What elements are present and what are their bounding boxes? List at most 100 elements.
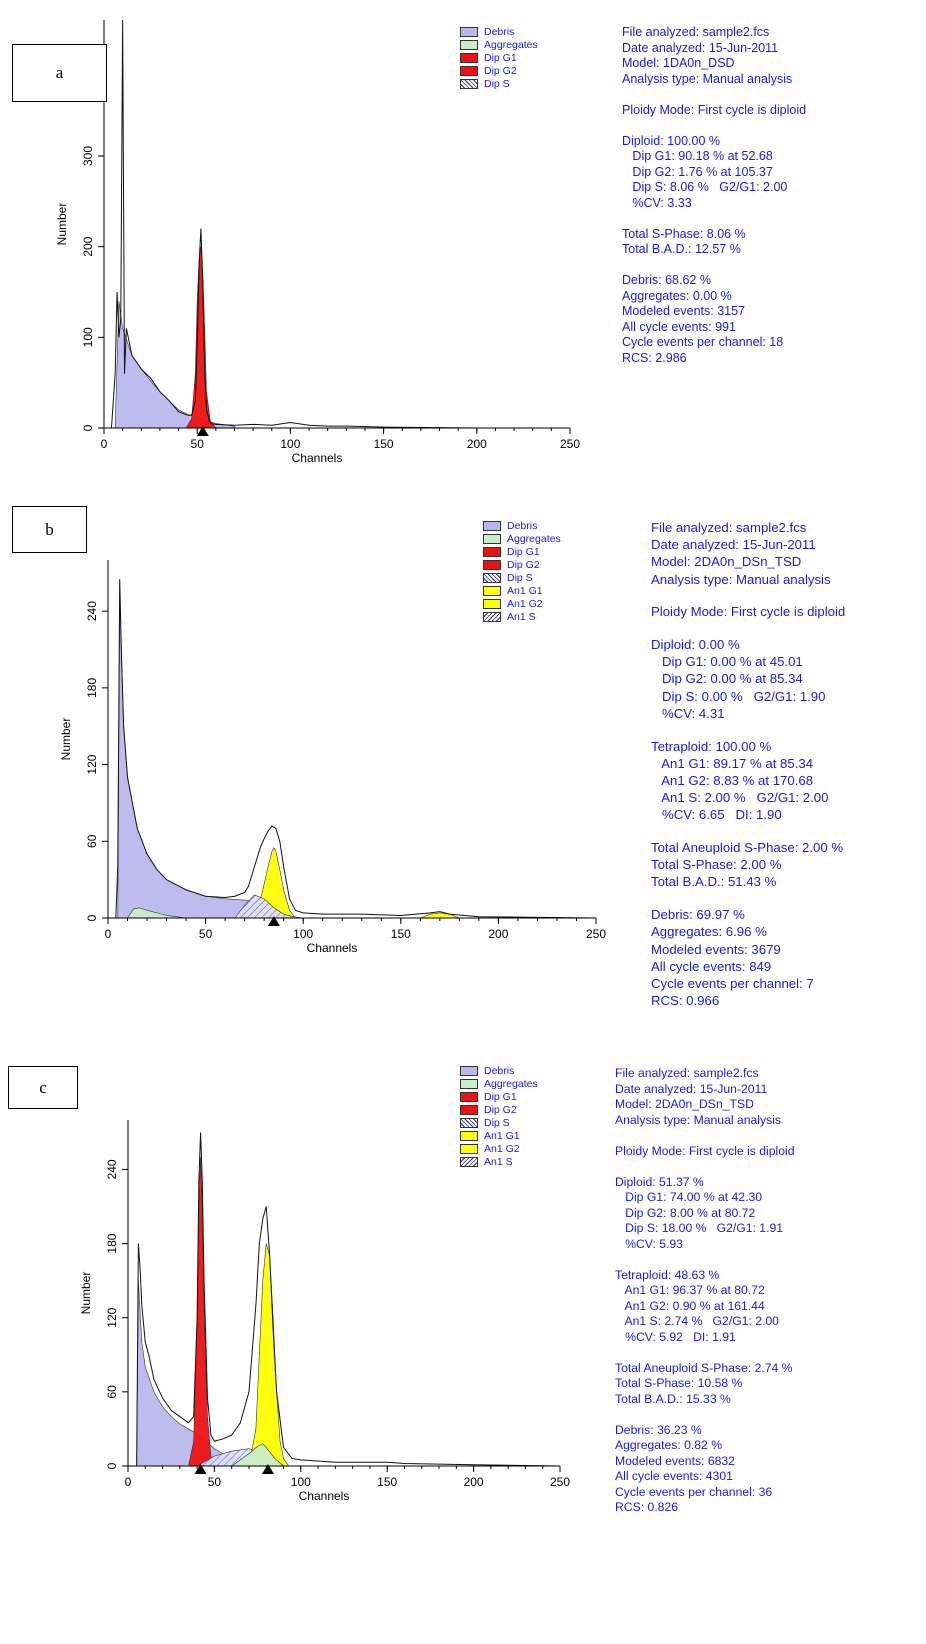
legend-label: Dip G2 bbox=[507, 558, 540, 571]
stats-spacer bbox=[615, 1407, 795, 1423]
legend-swatch bbox=[483, 611, 501, 622]
legend-label: An1 G2 bbox=[507, 597, 543, 610]
legend-b: Debris Aggregates Dip G1 Dip G2 Dip S An1 G1 A… bbox=[483, 519, 561, 623]
stats-line: Total B.A.D.: 12.57 % bbox=[622, 242, 741, 256]
legend-swatch bbox=[483, 546, 501, 557]
stats-line: Diploid: 51.37 % bbox=[615, 1174, 704, 1189]
stats-line: Aggregates: 0.00 % bbox=[622, 288, 732, 303]
x-tick-label: 0 bbox=[125, 1475, 132, 1489]
stats-line: Cycle events per channel: 36 bbox=[615, 1484, 773, 1499]
stats-line: Diploid: 0.00 % bbox=[651, 637, 740, 653]
stats-line: Modeled events: 6832 bbox=[615, 1453, 735, 1468]
stats-line: An1 G2: 0.90 % at 161.44 bbox=[615, 1298, 765, 1313]
stats-line: Model: 2DA0n_DSn_TSD bbox=[651, 554, 802, 570]
legend-c: Debris Aggregates Dip G1 Dip G2 Dip S An1 G1 A… bbox=[460, 1064, 538, 1168]
stats-line: Tetraploid: 48.63 % bbox=[615, 1267, 720, 1282]
stats-line: Cycle events per channel: 7 bbox=[651, 975, 814, 991]
legend-swatch bbox=[460, 1078, 478, 1089]
legend-label: Debris bbox=[507, 519, 538, 532]
y-tick-label: 0 bbox=[85, 914, 99, 921]
panel-label-a: a bbox=[12, 44, 107, 102]
legend-label: An1 G2 bbox=[484, 1142, 520, 1155]
stats-line: Date analyzed: 15-Jun-2011 bbox=[651, 537, 816, 553]
stats-line: Total Aneuploid S-Phase: 2.00 % bbox=[651, 840, 844, 856]
stats-line: %CV: 4.31 bbox=[651, 705, 725, 721]
stats-line: Tetraploid: 100.00 % bbox=[651, 738, 772, 754]
y-tick-label: 180 bbox=[85, 678, 99, 698]
series-debris-area bbox=[114, 301, 235, 429]
stats-line: Debris: 69.97 % bbox=[651, 907, 745, 923]
stats-spacer bbox=[622, 118, 806, 134]
legend-swatch bbox=[483, 533, 501, 544]
y-tick-label: 0 bbox=[105, 1462, 119, 1469]
legend-item: An1 G1 bbox=[460, 1129, 538, 1142]
x-tick-label: 0 bbox=[101, 437, 108, 451]
series-aggregates-area bbox=[230, 1443, 285, 1467]
stats-line: Ploidy Mode: First cycle is diploid bbox=[615, 1143, 795, 1158]
stats-spacer bbox=[651, 588, 845, 604]
stats-spacer bbox=[615, 1345, 795, 1361]
legend-label: Aggregates bbox=[484, 38, 538, 51]
stats-line: Aggregates: 0.82 % bbox=[615, 1438, 723, 1452]
x-tick-label: 150 bbox=[391, 927, 411, 941]
legend-item: Debris bbox=[483, 519, 561, 532]
legend-swatch bbox=[460, 1104, 478, 1115]
stats-line: Dip S: 18.00 % G2/G1: 1.91 bbox=[615, 1221, 784, 1235]
stats-line: All cycle events: 991 bbox=[622, 319, 736, 334]
stats-line: Total S-Phase: 8.06 % bbox=[622, 226, 746, 241]
stats-line: %CV: 5.93 bbox=[615, 1236, 683, 1251]
panel-label-b: b bbox=[12, 506, 87, 553]
stats-spacer bbox=[651, 824, 845, 840]
x-axis-label: Channels bbox=[292, 451, 343, 465]
histogram-line bbox=[128, 1132, 561, 1467]
stats-spacer bbox=[615, 1159, 795, 1175]
stats-line: Modeled events: 3157 bbox=[622, 304, 746, 318]
legend-a: Debris Aggregates Dip G1 Dip G2 Dip S bbox=[460, 25, 538, 90]
stats-line: An1 S: 2.74 % G2/G1: 2.00 bbox=[615, 1314, 779, 1328]
panel-a: 0501001502002500100200300400ChannelsNumb… bbox=[0, 0, 926, 480]
stats-line: %CV: 5.92 DI: 1.91 bbox=[615, 1329, 736, 1344]
legend-item: Dip G2 bbox=[483, 558, 561, 571]
stats-line: Dip S: 8.06 % G2/G1: 2.00 bbox=[622, 180, 788, 194]
x-tick-label: 200 bbox=[467, 437, 487, 451]
legend-label: An1 S bbox=[507, 610, 536, 623]
legend-label: Dip S bbox=[507, 571, 533, 584]
stats-line: Total B.A.D.: 51.43 % bbox=[651, 874, 777, 890]
x-axis-label: Channels bbox=[307, 941, 358, 955]
stats-line: An1 G1: 96.37 % at 80.72 bbox=[615, 1283, 765, 1297]
legend-item: An1 G1 bbox=[483, 584, 561, 597]
stats-line: Diploid: 100.00 % bbox=[622, 133, 720, 148]
legend-swatch bbox=[460, 39, 478, 50]
panel-c: 0 50 100 150 200 250 0 60 120 180 240 Channels Numbe… bbox=[0, 1060, 926, 1644]
stats-spacer bbox=[615, 1252, 795, 1268]
stats-line: An1 G2: 8.83 % at 170.68 bbox=[651, 772, 814, 788]
legend-swatch bbox=[483, 598, 501, 609]
stats-line: %CV: 3.33 bbox=[622, 195, 692, 210]
stats-line: Dip S: 0.00 % G2/G1: 1.90 bbox=[651, 688, 826, 704]
legend-swatch bbox=[483, 520, 501, 531]
legend-label: Dip G1 bbox=[507, 545, 540, 558]
legend-swatch bbox=[483, 559, 501, 570]
legend-swatch bbox=[460, 1143, 478, 1154]
x-tick-label: 250 bbox=[560, 437, 580, 451]
stats-line: Analysis type: Manual analysis bbox=[622, 71, 793, 86]
legend-label: Aggregates bbox=[484, 1077, 538, 1090]
legend-label: An1 S bbox=[484, 1155, 513, 1168]
legend-label: Dip G2 bbox=[484, 1103, 517, 1116]
stats-line: All cycle events: 849 bbox=[651, 958, 772, 974]
stats-line: Total S-Phase: 10.58 % bbox=[615, 1376, 743, 1390]
legend-item: Dip S bbox=[460, 77, 538, 90]
panel-label-c: c bbox=[8, 1066, 78, 1109]
legend-label: Dip G1 bbox=[484, 51, 517, 64]
x-tick-label: 200 bbox=[464, 1475, 484, 1489]
legend-label: Dip G1 bbox=[484, 1090, 517, 1103]
stats-line: Date analyzed: 15-Jun-2011 bbox=[622, 40, 779, 55]
legend-label: Dip G2 bbox=[484, 64, 517, 77]
stats-line: Ploidy Mode: First cycle is diploid bbox=[622, 102, 807, 117]
peak-marker-triangle bbox=[194, 1464, 207, 1474]
y-axis-label: Number bbox=[55, 203, 69, 246]
stats-spacer bbox=[622, 258, 806, 274]
y-tick-label: 120 bbox=[105, 1307, 119, 1327]
y-tick-label: 120 bbox=[85, 754, 99, 774]
stats-b: File analyzed: sample2.fcs Date analyzed:… bbox=[651, 519, 845, 1009]
